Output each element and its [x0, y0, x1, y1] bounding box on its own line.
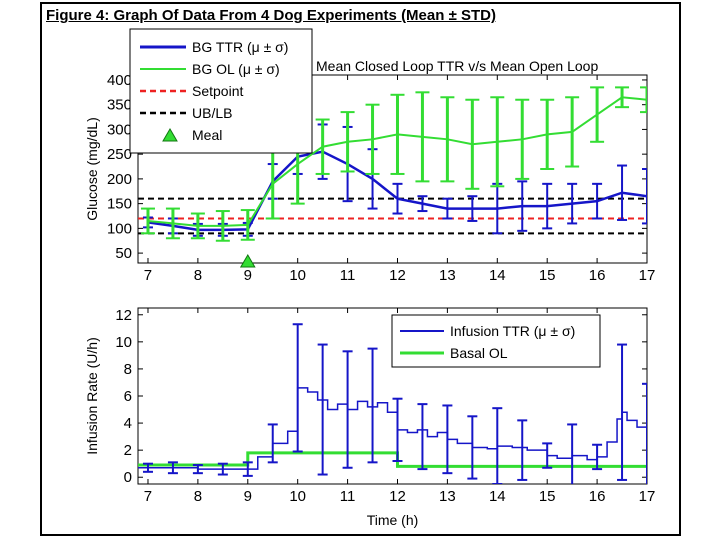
legend-label: Basal OL	[450, 345, 508, 361]
chart-1: 50 100 150 200 250 300 350 400 7 8 9 10 11 12 13 14 15 16…	[84, 28, 656, 284]
y-tick-label: 8	[124, 361, 132, 378]
legend-label: Infusion TTR (μ ± σ)	[450, 323, 575, 339]
x-tick-label: 10	[289, 267, 306, 284]
x-tick-label: 16	[589, 488, 606, 505]
x-tick-label: 14	[489, 267, 506, 284]
x-tick-label: 9	[244, 267, 252, 284]
legend-label: BG TTR (μ ± σ)	[192, 39, 288, 55]
y-axis-label: Glucose (mg/dL)	[84, 117, 100, 220]
legend-label: BG OL (μ ± σ)	[192, 61, 280, 77]
meal-marker	[239, 254, 256, 268]
legend: BG TTR (μ ± σ) BG OL (μ ± σ) Setpoint UB/LB…	[129, 28, 313, 154]
y-axis-label: Infusion Rate (U/h)	[84, 337, 100, 455]
x-tick-label: 13	[439, 488, 456, 505]
x-tick-label: 17	[639, 488, 656, 505]
y-tick-label: 300	[107, 121, 132, 138]
x-tick-label: 12	[389, 488, 406, 505]
y-tick-label: 250	[107, 146, 132, 163]
legend: Infusion TTR (μ ± σ) Basal OL	[391, 314, 601, 368]
x-tick-label: 11	[340, 267, 356, 284]
x-tick-label: 13	[439, 267, 456, 284]
legend-label: Meal	[192, 127, 222, 143]
x-tick-label: 16	[589, 267, 606, 284]
data-layer	[138, 323, 647, 484]
y-tick-label: 400	[107, 72, 132, 89]
y-tick-label: 4	[124, 415, 132, 432]
y-tick-label: 150	[107, 196, 132, 213]
x-tick-label: 7	[144, 488, 152, 505]
x-axis-label: Time (h)	[367, 512, 419, 528]
x-tick-label: 8	[194, 488, 202, 505]
y-tick-label: 2	[124, 442, 132, 459]
x-tick-label: 8	[194, 267, 202, 284]
data-layer	[138, 86, 647, 242]
figure-caption: Figure 4: Graph Of Data From 4 Dog Exper…	[46, 7, 496, 24]
x-tick-label: 15	[539, 488, 556, 505]
chart-2: 0 2 4 6 8 10 12 7 8 9 10 11 12 13 14 15 16 17 Infusion Rat…	[84, 307, 655, 528]
y-tick-label: 350	[107, 97, 132, 114]
x-tick-label: 17	[639, 267, 656, 284]
x-tick-label: 10	[289, 488, 306, 505]
y-tick-label: 6	[124, 388, 132, 405]
y-tick-label: 200	[107, 171, 132, 188]
legend-label: UB/LB	[192, 105, 232, 121]
legend-label: Setpoint	[192, 83, 243, 99]
legend-box	[391, 314, 601, 368]
x-tick-label: 11	[340, 488, 356, 505]
x-tick-label: 14	[489, 488, 506, 505]
legend-meal-marker	[162, 128, 178, 142]
y-tick-label: 100	[107, 220, 132, 237]
y-tick-label: 0	[124, 469, 132, 486]
x-tick-label: 9	[244, 488, 252, 505]
y-tick-label: 12	[115, 307, 132, 324]
x-tick-label: 7	[144, 267, 152, 284]
chart-title: Mean Closed Loop TTR v/s Mean Open Loop	[316, 58, 598, 74]
x-tick-label: 15	[539, 267, 556, 284]
y-tick-label: 10	[115, 334, 132, 351]
y-tick-label: 50	[115, 245, 132, 262]
x-tick-label: 12	[389, 267, 406, 284]
